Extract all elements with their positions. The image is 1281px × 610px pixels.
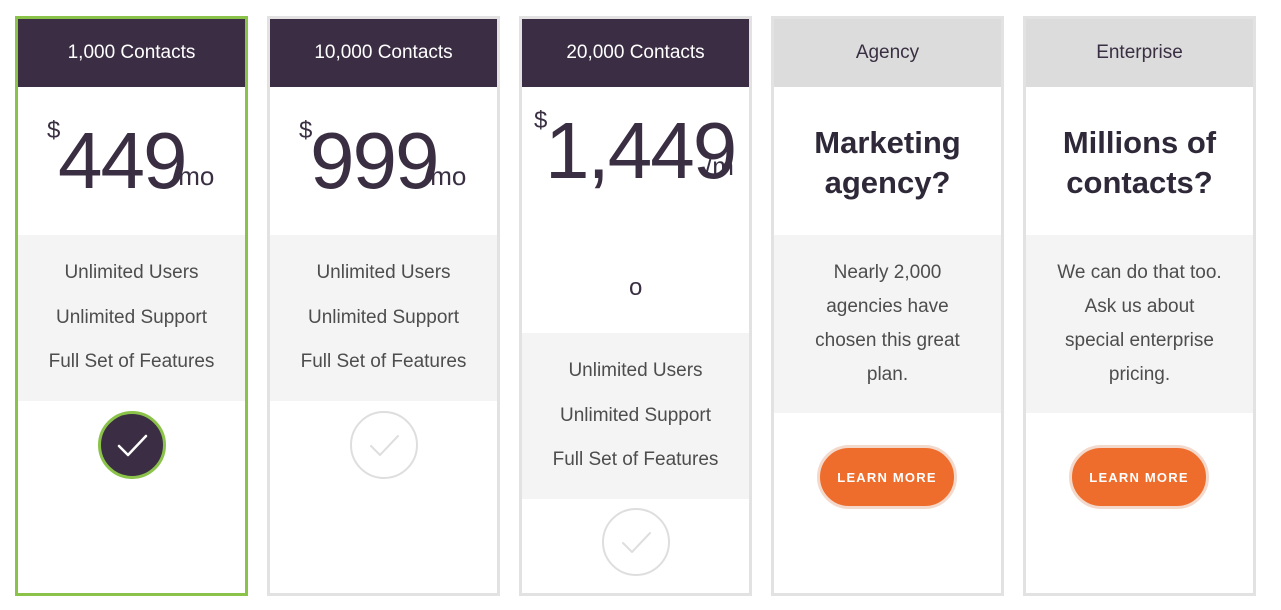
currency-symbol: $ xyxy=(47,117,61,144)
description-line: We can do that too. xyxy=(1057,262,1222,283)
description-line: pricing. xyxy=(1108,364,1171,385)
feature-item: Unlimited Support xyxy=(307,306,460,328)
price-amount: 999 xyxy=(310,116,439,205)
currency-symbol: $ xyxy=(534,107,548,134)
plan-card-enterprise: Enterprise Millions of contacts? We can … xyxy=(1023,16,1256,596)
price-block: $ 1,449 /m o xyxy=(522,87,749,333)
price-amount: 1,449 xyxy=(545,106,737,195)
plan-header: Agency xyxy=(774,19,1001,87)
feature-list: Unlimited Users Unlimited Support Full S… xyxy=(18,235,245,401)
feature-item: Unlimited Support xyxy=(55,306,208,328)
feature-list: Unlimited Users Unlimited Support Full S… xyxy=(270,235,497,401)
checkmark-circle-icon[interactable] xyxy=(602,508,670,576)
plan-card-agency: Agency Marketing agency? Nearly 2,000 ag… xyxy=(771,16,1004,596)
description-line: Nearly 2,000 xyxy=(833,262,942,283)
learn-more-button[interactable]: LEARN MORE xyxy=(817,445,957,509)
feature-item: Unlimited Users xyxy=(568,360,703,382)
plan-header: 20,000 Contacts xyxy=(522,19,749,87)
description-line: plan. xyxy=(866,364,909,385)
currency-symbol: $ xyxy=(299,117,313,144)
learn-more-button[interactable]: LEARN MORE xyxy=(1069,445,1209,509)
description-line: chosen this great xyxy=(815,330,960,351)
plan-header: 1,000 Contacts xyxy=(18,19,245,87)
description-line: agencies have xyxy=(826,296,949,317)
plan-card-20000-contacts[interactable]: 20,000 Contacts $ 1,449 /m o Unlimited U… xyxy=(519,16,752,596)
plan-description: We can do that too. Ask us about special… xyxy=(1026,235,1253,413)
price-period-wrap: o xyxy=(629,274,643,301)
feature-item: Unlimited Users xyxy=(316,262,451,284)
headline-line: agency? xyxy=(824,165,951,200)
feature-item: Full Set of Features xyxy=(552,449,719,471)
price-block: $ 449 /mo xyxy=(18,87,245,235)
headline-line: contacts? xyxy=(1066,165,1213,200)
plan-card-10000-contacts[interactable]: 10,000 Contacts $ 999 /mo Unlimited User… xyxy=(267,16,500,596)
plan-headline: Millions of contacts? xyxy=(1026,123,1253,203)
feature-item: Unlimited Support xyxy=(559,404,712,426)
description-line: Ask us about xyxy=(1084,296,1195,317)
feature-item: Full Set of Features xyxy=(48,351,215,373)
feature-item: Unlimited Users xyxy=(64,262,199,284)
plan-header: Enterprise xyxy=(1026,19,1253,87)
plan-card-1000-contacts[interactable]: 1,000 Contacts $ 449 /mo Unlimited Users… xyxy=(15,16,248,596)
plan-description: Nearly 2,000 agencies have chosen this g… xyxy=(774,235,1001,413)
headline-line: Millions of xyxy=(1062,125,1217,160)
headline-line: Marketing xyxy=(814,125,961,160)
price-amount: 449 xyxy=(58,116,187,205)
description-line: special enterprise xyxy=(1065,330,1214,351)
checkmark-circle-icon[interactable] xyxy=(98,411,166,479)
feature-item: Full Set of Features xyxy=(300,351,467,373)
price-period: /mo xyxy=(423,161,467,191)
plan-headline: Marketing agency? xyxy=(774,123,1001,203)
feature-list: Unlimited Users Unlimited Support Full S… xyxy=(522,333,749,499)
checkmark-circle-icon[interactable] xyxy=(350,411,418,479)
price-period: /m xyxy=(705,151,734,181)
price-block: $ 999 /mo xyxy=(270,87,497,235)
plan-header: 10,000 Contacts xyxy=(270,19,497,87)
price-period: /mo xyxy=(171,161,215,191)
